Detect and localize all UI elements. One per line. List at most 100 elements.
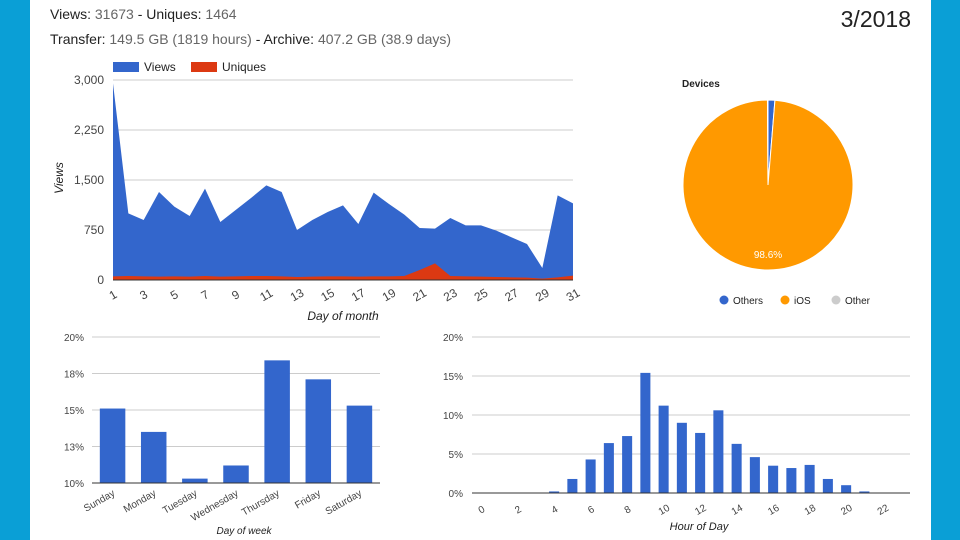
x-tick-label: 20 bbox=[839, 503, 855, 518]
y-tick-label: 0 bbox=[97, 273, 104, 287]
views-value: 31673 bbox=[94, 6, 134, 22]
bar-hour-9 bbox=[640, 372, 651, 493]
y-tick-label: 5% bbox=[449, 450, 464, 461]
y-tick-label: 18% bbox=[64, 370, 84, 381]
bar-hour-15 bbox=[749, 457, 760, 493]
x-tick-label: 10 bbox=[657, 503, 673, 518]
y-tick-label: 1,500 bbox=[74, 173, 104, 187]
y-tick-label: 0% bbox=[449, 489, 464, 500]
x-tick-label: 18 bbox=[803, 503, 819, 518]
bar-hour-13 bbox=[713, 410, 724, 493]
y-tick-label: 13% bbox=[64, 443, 84, 454]
bar-hour-12 bbox=[695, 432, 706, 493]
y-tick-label: 15% bbox=[443, 372, 463, 383]
x-tick-label: Wednesday bbox=[189, 488, 240, 524]
legend-label-ios: iOS bbox=[794, 296, 811, 307]
x-tick-label: 9 bbox=[229, 287, 242, 303]
pie-slice-label: 98.6% bbox=[754, 250, 782, 261]
bar-hour-18 bbox=[804, 464, 815, 493]
bar-hour-8 bbox=[622, 436, 633, 493]
x-tick-label: 29 bbox=[533, 285, 552, 304]
month-label: 3/2018 bbox=[840, 6, 911, 32]
bar-hour-17 bbox=[786, 468, 797, 493]
bar-hour-14 bbox=[731, 443, 742, 493]
bar-saturday bbox=[346, 405, 373, 483]
x-tick-label: 27 bbox=[502, 285, 521, 304]
legend-label-uniques: Uniques bbox=[222, 60, 266, 74]
x-tick-label: 22 bbox=[876, 503, 892, 518]
x-tick-label: 19 bbox=[380, 285, 399, 304]
x-tick-label: 15 bbox=[318, 285, 337, 304]
archive-label: Archive: bbox=[263, 31, 315, 47]
x-tick-label: 21 bbox=[410, 285, 429, 304]
y-tick-label: 10% bbox=[64, 479, 84, 490]
uniques-value: 1464 bbox=[205, 6, 237, 22]
y-tick-label: 15% bbox=[64, 406, 84, 417]
legend-swatch-uniques bbox=[191, 62, 217, 72]
x-tick-label: 13 bbox=[288, 285, 307, 304]
x-tick-label: 4 bbox=[550, 504, 561, 517]
x-tick-label: 5 bbox=[168, 287, 181, 303]
x-tick-label: Friday bbox=[293, 488, 323, 511]
x-tick-label: 31 bbox=[564, 285, 583, 304]
y-tick-label: 3,000 bbox=[74, 73, 104, 87]
bar-hour-19 bbox=[822, 478, 833, 493]
legend-label-others: Others bbox=[733, 296, 763, 307]
x-axis-title: Day of month bbox=[307, 309, 379, 323]
legend-dot-ios bbox=[780, 295, 790, 305]
transfer-value: 149.5 GB (1819 hours) bbox=[109, 31, 252, 47]
x-tick-label: 16 bbox=[766, 503, 782, 518]
bar-wednesday bbox=[223, 465, 249, 483]
x-tick-label: 6 bbox=[586, 504, 597, 517]
legend-label-views: Views bbox=[144, 60, 176, 74]
bar-thursday bbox=[264, 360, 290, 483]
y-tick-label: 20% bbox=[443, 333, 463, 344]
x-tick-label: 1 bbox=[107, 287, 120, 303]
x-tick-label: 11 bbox=[257, 286, 275, 305]
x-tick-label: 2 bbox=[513, 504, 524, 517]
bar-hour-11 bbox=[676, 422, 687, 493]
x-axis-title: Day of week bbox=[216, 526, 272, 537]
x-tick-label: 12 bbox=[693, 503, 709, 518]
bar-friday bbox=[305, 379, 332, 483]
bar-hour-16 bbox=[768, 465, 779, 493]
hour-of-day-bar-chart: 0% 5% 10% 15% 20% 0 2 4 6 8 10 12 14 16 18 20 22 Hour of … bbox=[443, 333, 910, 533]
bar-hour-10 bbox=[658, 405, 669, 493]
y-tick-label: 750 bbox=[84, 223, 104, 237]
day-of-week-bar-chart: 10%13%15%18%20%Sunday Monday TuesdayWednes… bbox=[64, 333, 380, 537]
bar-tuesday bbox=[182, 478, 208, 483]
x-tick-label: 14 bbox=[730, 503, 746, 518]
y-tick-label: 2,250 bbox=[74, 123, 104, 137]
pie-slice-other bbox=[766, 99, 769, 186]
x-tick-label: Thursday bbox=[240, 488, 282, 518]
devices-pie-chart: Devices 98.6% Others iOS Other bbox=[682, 79, 871, 307]
legend-label-other: Other bbox=[845, 296, 871, 307]
x-tick-label: 8 bbox=[623, 504, 634, 517]
x-tick-label: Monday bbox=[122, 488, 158, 515]
x-tick-label: 7 bbox=[199, 287, 212, 303]
y-axis-title: Views bbox=[52, 162, 66, 194]
x-tick-label: 3 bbox=[137, 287, 150, 303]
transfer-label: Transfer: bbox=[50, 31, 106, 47]
uniques-label: Uniques: bbox=[146, 6, 202, 22]
separator: - bbox=[251, 31, 264, 47]
bar-hour-7 bbox=[603, 443, 614, 493]
bar-monday bbox=[140, 431, 167, 483]
legend-dot-other bbox=[831, 295, 841, 305]
x-tick-label: 17 bbox=[349, 285, 368, 304]
x-tick-label: Sunday bbox=[82, 488, 117, 514]
bar-hour-20 bbox=[841, 485, 852, 493]
archive-value: 407.2 GB (38.9 days) bbox=[317, 31, 452, 47]
views-summary: Views: 31673 - Uniques: 1464 bbox=[50, 6, 237, 22]
bar-hour-4 bbox=[549, 491, 560, 493]
bar-hour-6 bbox=[585, 459, 596, 493]
views-label: Views: bbox=[50, 6, 91, 22]
x-tick-label: 0 bbox=[477, 504, 488, 517]
x-tick-label: 25 bbox=[472, 285, 491, 304]
bar-sunday bbox=[99, 408, 126, 483]
x-tick-label: 23 bbox=[441, 285, 460, 304]
legend-dot-others bbox=[719, 295, 729, 305]
report-panel: Views: 31673 - Uniques: 1464 Transfer: 1… bbox=[30, 0, 931, 540]
transfer-summary: Transfer: 149.5 GB (1819 hours) - Archiv… bbox=[50, 31, 451, 47]
